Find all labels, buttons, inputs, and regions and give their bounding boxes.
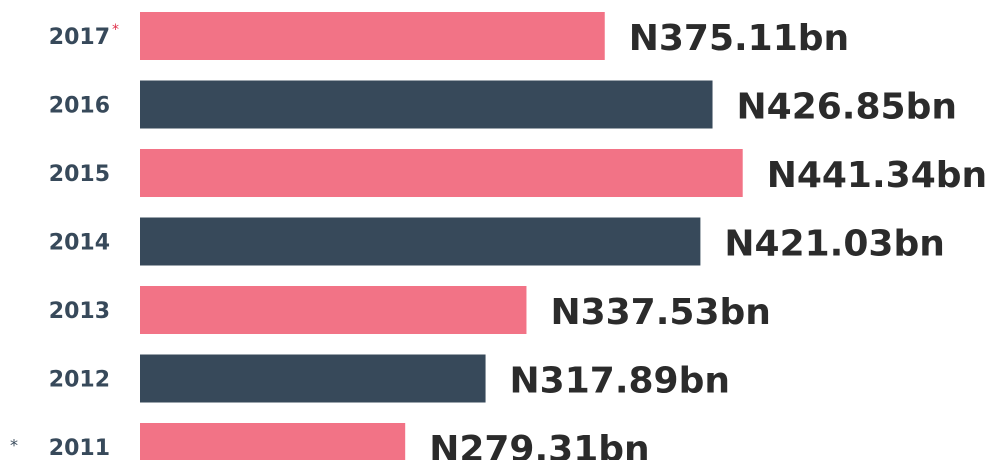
value-label: N337.53bn <box>550 292 770 333</box>
value-label: N317.89bn <box>510 361 730 402</box>
value-label: N421.03bn <box>724 224 944 265</box>
category-label: 2016 <box>49 94 110 119</box>
bar <box>140 423 406 460</box>
category-label: 2014 <box>49 231 110 256</box>
category-label: 2017 <box>49 25 110 50</box>
bar <box>140 12 605 60</box>
annotation: * <box>112 22 119 38</box>
value-label: N375.11bn <box>629 18 849 59</box>
value-label: N441.34bn <box>767 155 987 196</box>
bar <box>140 354 486 403</box>
category-label: 2015 <box>49 162 110 187</box>
bar <box>140 149 743 197</box>
category-label: 2013 <box>49 299 110 324</box>
bar <box>140 217 701 266</box>
value-label: N279.31bn <box>429 429 649 460</box>
bar <box>140 80 713 129</box>
category-label: 2012 <box>49 368 110 393</box>
annotation: * <box>10 436 18 455</box>
category-label: 2011 <box>49 436 110 460</box>
value-label: N426.85bn <box>737 87 957 128</box>
bar <box>140 286 527 334</box>
